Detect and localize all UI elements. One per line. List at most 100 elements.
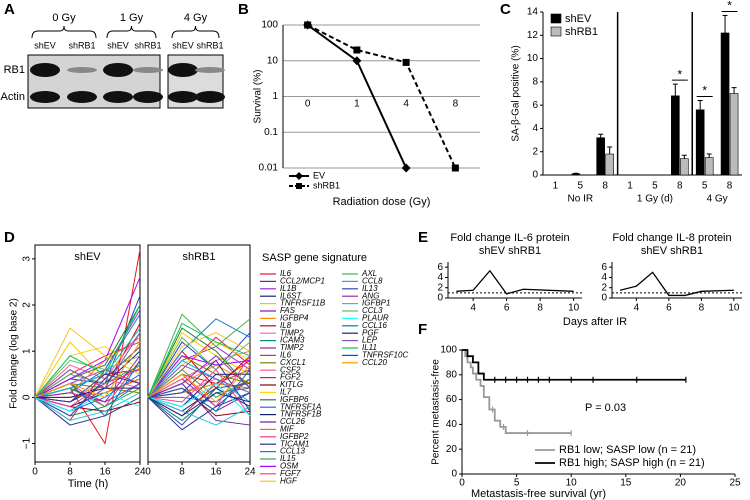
marker <box>304 21 312 29</box>
band <box>30 91 60 103</box>
legend-label: shRB1 <box>313 180 340 190</box>
bar <box>596 137 605 176</box>
x-tick-label: 6 <box>666 303 672 314</box>
series-line <box>147 392 251 417</box>
panel-title: shRB1 <box>182 251 215 263</box>
x-tick-label: 4 <box>634 303 640 314</box>
series-line <box>34 327 141 398</box>
panel-label: F <box>418 321 427 338</box>
panel-label: E <box>418 229 428 246</box>
legend-label: IL6ST <box>280 291 302 300</box>
y-tick-label: 100 <box>440 345 457 356</box>
x-tick-label: 8 <box>179 467 185 478</box>
series-line <box>147 369 251 398</box>
bar <box>695 109 705 176</box>
band <box>103 91 133 103</box>
x-axis-label: Metastasis-free survival (yr) <box>471 488 606 500</box>
legend-swatch <box>550 26 562 37</box>
y-tick-label: −1 <box>22 437 33 449</box>
brace <box>31 25 97 39</box>
significance-label: * <box>677 67 682 81</box>
group-label: 4 Gy <box>707 194 728 205</box>
panel-label: B <box>238 1 249 18</box>
y-tick-label: 6 <box>437 262 443 273</box>
legend-label: RB1 low; SASP low (n = 21) <box>559 444 696 456</box>
panel-label: D <box>4 229 15 246</box>
y-tick-label: 0.1 <box>264 127 278 138</box>
brace <box>171 25 220 39</box>
band <box>67 67 97 73</box>
legend-label: CCL16 <box>362 321 387 330</box>
legend-label: CCL3 <box>362 306 383 315</box>
lane-label: shRB1 <box>134 40 161 50</box>
legend-label: ANG <box>361 291 379 300</box>
series-line <box>34 396 141 426</box>
error-bar <box>607 146 613 155</box>
panel-subtitle: shEV shRB1 <box>479 245 541 257</box>
x-tick-label: 0 <box>32 467 38 478</box>
legend-label: CCL8 <box>362 277 383 286</box>
band <box>195 67 225 73</box>
x-tick-label: 24 <box>244 467 256 478</box>
brace <box>106 25 157 39</box>
lane-label: shEV <box>172 40 194 50</box>
panel-title: Fold change IL-6 protein <box>450 232 569 244</box>
legend-label: CSF2 <box>280 365 301 374</box>
legend-label: IL13 <box>362 284 378 293</box>
y-tick-label: 3 <box>22 256 33 262</box>
legend-title: SASP gene signature <box>262 252 367 264</box>
y-tick-label: 12 <box>527 30 539 41</box>
row-label: RB1 <box>4 64 25 76</box>
group-label: No IR <box>568 194 594 205</box>
error-bar <box>681 154 687 159</box>
legend-label: OSM <box>280 462 299 471</box>
marker <box>402 58 410 66</box>
y-tick-label: 14 <box>527 7 539 18</box>
band <box>133 91 163 103</box>
band <box>195 91 225 103</box>
series-line <box>147 336 251 398</box>
y-tick-label: 4 <box>437 272 443 283</box>
significance-label: * <box>702 84 707 98</box>
legend-label: IL1B <box>280 284 297 293</box>
legend-label: CCL13 <box>280 447 305 456</box>
legend-label: CCL20 <box>362 358 387 367</box>
error-bar <box>731 87 737 94</box>
series-line <box>34 383 141 403</box>
y-tick-label: 40 <box>446 419 458 430</box>
legend-label: IL6 <box>280 269 292 278</box>
x-tick-label: 10 <box>566 478 578 489</box>
plot-frame <box>147 244 251 463</box>
legend-label: IGFBP2 <box>280 432 309 441</box>
bar <box>571 173 581 176</box>
y-tick-label: 4 <box>601 272 607 283</box>
annotation: P = 0.03 <box>585 402 626 414</box>
series-line <box>147 382 251 417</box>
y-tick-label: 2 <box>532 146 538 157</box>
series-line <box>147 332 251 398</box>
y-tick-label: 2 <box>22 302 33 308</box>
series-line <box>34 392 141 412</box>
x-tick-label: 10 <box>568 303 580 314</box>
series-line <box>34 373 141 403</box>
y-tick-label: 10 <box>527 53 539 64</box>
bar <box>671 95 680 176</box>
series-line <box>34 369 141 408</box>
significance-label: * <box>727 0 732 13</box>
x-tick-label: 25 <box>729 478 741 489</box>
y-tick-label: 0.01 <box>259 163 279 174</box>
y-tick-label: 2 <box>437 282 443 293</box>
legend-label: IGFBP4 <box>280 314 309 323</box>
series-line <box>619 271 734 297</box>
x-tick-label: 15 <box>620 478 632 489</box>
band <box>67 91 97 103</box>
marker <box>296 183 302 189</box>
legend-label: IL6 <box>280 351 292 360</box>
y-tick-label: 2 <box>601 282 607 293</box>
series-line <box>147 369 251 412</box>
lane-label: shEV <box>107 40 129 50</box>
error-bar <box>697 99 703 110</box>
legend-label: IL11 <box>362 343 377 352</box>
panel-label: C <box>500 1 511 18</box>
